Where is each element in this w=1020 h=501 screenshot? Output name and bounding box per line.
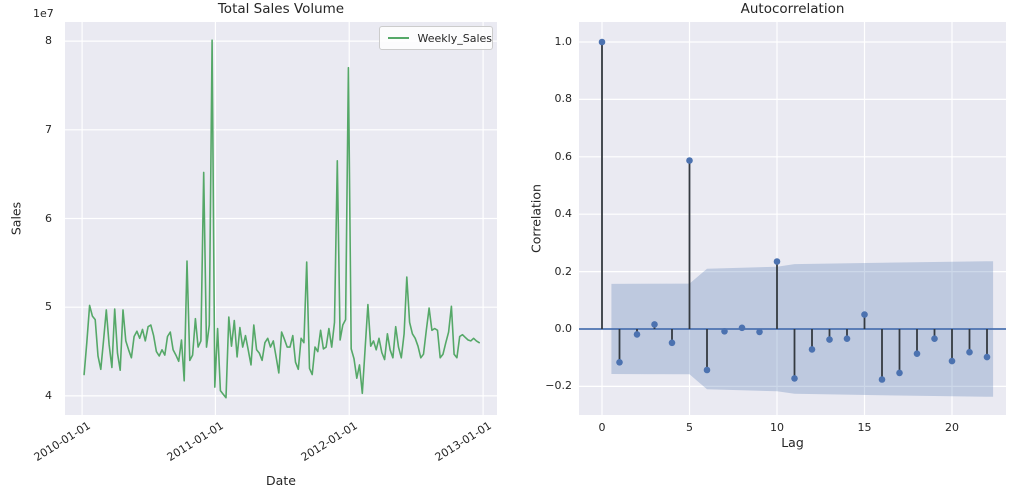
right-x-axis-label: Lag [781, 435, 804, 450]
acf-marker [686, 157, 693, 164]
acf-marker [703, 366, 711, 374]
weekly-sales-line [83, 39, 481, 399]
acf-marker [721, 328, 728, 335]
right-y-tick-label: 0.2 [554, 264, 573, 278]
acf-marker [633, 331, 641, 338]
acf-marker [791, 375, 798, 382]
acf-marker [948, 357, 956, 365]
y-axis-offset-label: 1e7 [33, 7, 54, 20]
left-chart-title: Total Sales Volume [217, 1, 345, 17]
acf-marker [931, 335, 938, 343]
right-y-tick-label: 0.6 [554, 149, 573, 163]
left-y-tick-label: 7 [45, 122, 52, 136]
right-y-tick-label: 1.0 [554, 35, 573, 48]
right-y-tick-label: −0.2 [545, 379, 572, 393]
acf-marker [668, 339, 676, 347]
acf-marker [878, 376, 886, 383]
acf-marker [861, 311, 868, 318]
autocorrelation-plot-area [579, 22, 1006, 415]
right-y-tick-label: 0.8 [554, 92, 573, 106]
right-x-tick-label: 10 [769, 421, 784, 434]
right-x-tick-label: 0 [598, 421, 606, 434]
legend-label: Weekly_Sales [417, 31, 492, 45]
right-y-tick-label: 0.0 [554, 321, 573, 335]
left-x-tick-label: 2012-01-01 [299, 419, 361, 464]
acf-marker [843, 335, 851, 343]
acf-marker [913, 350, 921, 358]
acf-marker [738, 324, 746, 332]
right-x-tick-label: 15 [857, 421, 872, 434]
acf-marker [896, 369, 903, 377]
legend-line-swatch [388, 37, 409, 39]
acf-marker [773, 258, 781, 265]
acf-marker [756, 328, 763, 336]
right-x-tick-label: 5 [685, 421, 693, 434]
legend: Weekly_Sales [379, 26, 493, 50]
left-x-tick-label: 2011-01-01 [165, 419, 227, 464]
left-y-tick-label: 4 [45, 388, 52, 402]
right-y-tick-label: 0.4 [554, 207, 573, 221]
autocorrelation-stem-chart [579, 22, 1006, 415]
acf-marker [651, 321, 658, 328]
left-x-tick-label: 2013-01-01 [432, 419, 494, 464]
right-chart-title: Autocorrelation [740, 1, 845, 17]
sales-plot-area [65, 22, 497, 415]
acf-marker [983, 353, 991, 361]
acf-marker [616, 359, 623, 366]
sales-line-chart [65, 22, 497, 415]
acf-marker [966, 348, 973, 356]
left-x-axis-label: Date [266, 473, 296, 488]
left-x-tick-label: 2010-01-01 [31, 419, 94, 464]
left-y-tick-label: 6 [45, 211, 52, 225]
acf-marker [598, 38, 606, 46]
acf-marker [826, 336, 833, 343]
left-y-tick-label: 5 [45, 300, 52, 314]
acf-marker [808, 346, 816, 353]
left-y-tick-label: 8 [45, 34, 52, 48]
right-x-tick-label: 20 [944, 421, 959, 434]
